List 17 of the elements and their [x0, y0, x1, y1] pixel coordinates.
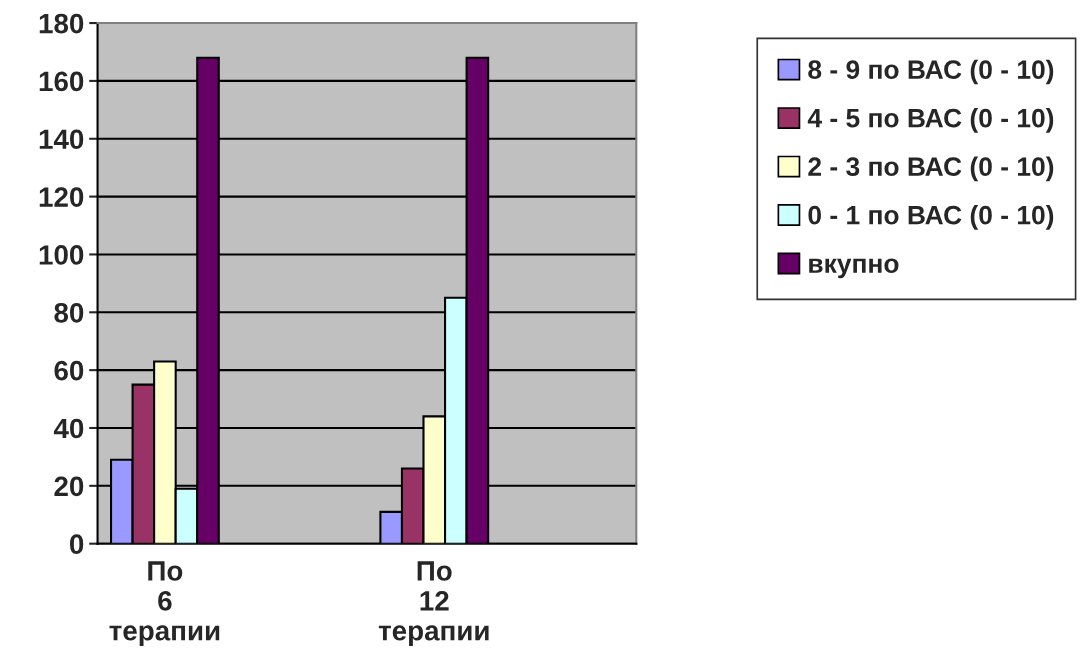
y-tick-label: 100: [39, 245, 84, 265]
legend-label: 4 - 5 по ВАС (0 - 10): [807, 108, 1054, 133]
y-tick-label: 60: [54, 360, 84, 381]
legend-label: 2 - 3 по ВАС (0 - 10): [808, 156, 1054, 182]
y-tick-label: 140: [39, 129, 84, 150]
legend-label: 8 - 9 по ВАС (0 - 10): [808, 59, 1054, 85]
x-tick-label: По 6 терапии: [109, 561, 220, 647]
y-tick-label: 40: [53, 418, 84, 439]
y-tick-label: 180: [39, 13, 84, 34]
legend-label: 0 - 1 по ВАС (0 - 10): [808, 205, 1054, 230]
legend-label: вкупно: [809, 258, 899, 279]
y-tick-label: 20: [54, 476, 84, 497]
y-tick-label: 80: [54, 302, 84, 323]
y-tick-label: 0: [70, 534, 84, 555]
x-tick-label: По 12 терапии: [378, 561, 489, 647]
y-tick-label: 160: [39, 71, 84, 92]
y-tick-label: 120: [39, 187, 84, 207]
